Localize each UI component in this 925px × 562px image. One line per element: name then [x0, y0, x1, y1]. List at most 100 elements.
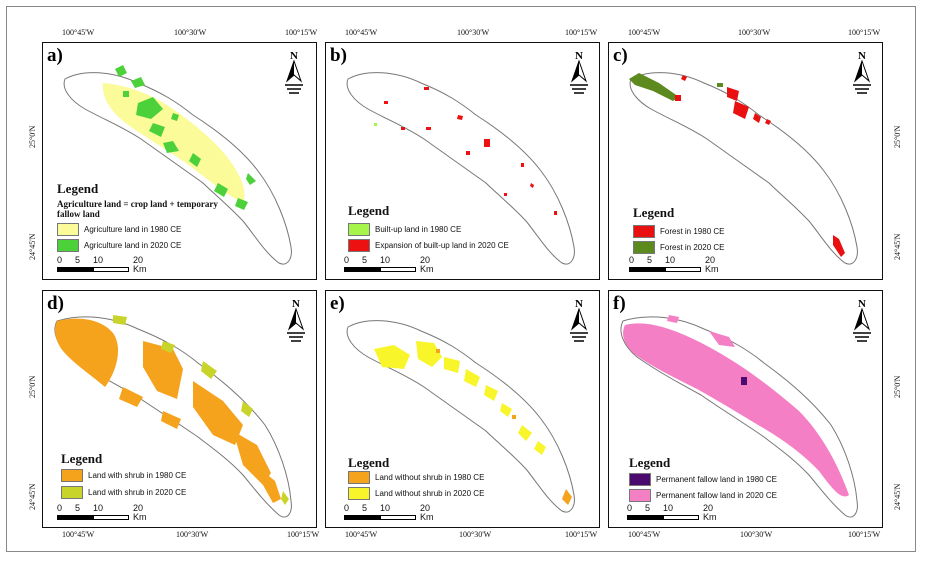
scale-bar-black	[57, 515, 93, 520]
north-label: N	[858, 50, 866, 62]
study-area-outline	[63, 72, 292, 265]
legend-label: Agriculture land in 2020 CE	[84, 241, 182, 250]
scale-bar-white	[380, 267, 416, 272]
scale-bar-white	[93, 515, 129, 520]
coord-bottom-e2: 100°30'W	[459, 530, 492, 539]
legend-label: Built-up land in 1980 CE	[375, 225, 462, 234]
legend-item-d-1980: Land with shrub in 1980 CE	[61, 469, 186, 482]
legend-title: Legend	[629, 455, 671, 470]
coord-top-a1: 100°45'W	[62, 28, 95, 37]
legend-label: Permanent fallow land in 2020 CE	[656, 491, 777, 500]
scale-bar-white	[663, 515, 699, 520]
coord-bottom-d1: 100°45'W	[62, 530, 95, 539]
scale-bar-white	[665, 267, 701, 272]
scale-bar-black	[629, 267, 665, 272]
coord-bottom-f3: 100°15'W	[848, 530, 881, 539]
panel-label: f)	[613, 293, 626, 314]
north-label: N	[292, 298, 300, 310]
panel-e-no-shrub: e) N Legend Land without shrub in 1980 C…	[325, 290, 600, 528]
legend-item-f-2020: Permanent fallow land in 2020 CE	[629, 489, 777, 502]
legend-swatch	[629, 489, 651, 502]
north-arrow-icon: N	[853, 298, 871, 342]
legend-title: Legend	[348, 455, 390, 470]
coord-top-c2: 100°30'W	[738, 28, 771, 37]
scale-0: 0	[57, 255, 63, 265]
coord-top-b3: 100°15'W	[565, 28, 598, 37]
scale-unit: Km	[705, 264, 719, 274]
legend-item-e-1980: Land without shrub in 1980 CE	[348, 471, 484, 484]
legend-item-b-2020: Expansion of built-up land in 2020 CE	[348, 239, 509, 252]
legend-swatch	[57, 223, 79, 236]
north-label: N	[858, 298, 866, 310]
legend-note: Agriculture land = crop land + temporary…	[57, 199, 218, 219]
study-area-outline	[629, 72, 858, 265]
panel-d-shrub: d) N Legend Land with shrub in 1980 CE L…	[42, 290, 317, 528]
coord-bottom-d3: 100°15'W	[287, 530, 320, 539]
coord-bottom-d2: 100°30'W	[176, 530, 209, 539]
north-label: N	[290, 50, 298, 62]
map-f	[620, 315, 858, 518]
legend-swatch	[57, 239, 79, 252]
coord-left-3: 25°0'N	[28, 375, 37, 398]
scale-5: 5	[75, 255, 81, 265]
scale-unit: Km	[420, 264, 434, 274]
scale-20: 20	[133, 255, 144, 265]
north-arrow-icon: N	[287, 298, 305, 342]
panel-a-agriculture: a) N Legend Agriculture land = crop land…	[42, 42, 317, 280]
scale-unit: Km	[420, 512, 434, 522]
legend-swatch	[633, 225, 655, 238]
panel-label: d)	[47, 293, 64, 314]
north-arrow-icon: N	[285, 50, 303, 94]
legend-item-a-2020: Agriculture land in 2020 CE	[57, 239, 181, 252]
north-arrow-icon: N	[570, 298, 588, 342]
coord-top-a2: 100°30'W	[174, 28, 207, 37]
study-area-outline	[346, 72, 575, 265]
legend-item-b-1980: Built-up land in 1980 CE	[348, 223, 461, 236]
coord-right-2: 24°45'N	[893, 233, 902, 260]
legend-title: Legend	[348, 203, 390, 218]
legend-label: Agriculture land in 1980 CE	[84, 225, 182, 234]
legend-label: Land without shrub in 2020 CE	[375, 489, 485, 498]
legend-item-f-1980: Permanent fallow land in 1980 CE	[629, 473, 777, 486]
map-a	[63, 65, 292, 265]
legend-swatch	[629, 473, 651, 486]
legend-label: Land with shrub in 2020 CE	[88, 488, 187, 497]
legend-title: Legend	[57, 181, 99, 196]
panel-f-fallow: f) N Legend Permanent fallow land in 198…	[608, 290, 883, 528]
legend-swatch	[61, 469, 83, 482]
map-d	[54, 315, 292, 518]
legend-label: Land without shrub in 1980 CE	[375, 473, 485, 482]
scale-10: 10	[93, 255, 104, 265]
legend-label: Land with shrub in 1980 CE	[88, 471, 187, 480]
map-b	[346, 72, 575, 265]
scale-unit: Km	[133, 264, 147, 274]
legend-swatch	[348, 223, 370, 236]
coord-bottom-f1: 100°45'W	[628, 530, 661, 539]
legend-swatch	[348, 487, 370, 500]
coord-left-4: 24°45'N	[28, 483, 37, 510]
figure-frame	[6, 6, 916, 552]
panel-label: a)	[47, 45, 63, 66]
panel-c-forest: c) N Legend Forest in 1980 CE Forest in …	[608, 42, 883, 280]
legend-swatch	[348, 239, 370, 252]
legend-swatch	[61, 486, 83, 499]
coord-bottom-f2: 100°30'W	[740, 530, 773, 539]
map-e	[346, 320, 575, 513]
legend-title: Legend	[61, 451, 103, 466]
coord-top-b2: 100°30'W	[457, 28, 490, 37]
legend-item-e-2020: Land without shrub in 2020 CE	[348, 487, 484, 500]
scale-unit: Km	[703, 512, 717, 522]
north-arrow-icon: N	[570, 50, 588, 94]
scale-bar-black	[344, 515, 380, 520]
legend-label: Permanent fallow land in 1980 CE	[656, 475, 777, 484]
legend-label: Forest in 2020 CE	[660, 243, 725, 252]
scale-bar-black	[627, 515, 663, 520]
panel-label: c)	[613, 45, 628, 66]
coord-top-c3: 100°15'W	[848, 28, 881, 37]
coord-top-c1: 100°45'W	[628, 28, 661, 37]
north-label: N	[575, 50, 583, 62]
legend-item-c-1980: Forest in 1980 CE	[633, 225, 724, 238]
scale-bar-black	[57, 267, 93, 272]
panel-b-builtup: b) N Legend Built-up land in 1980 CE Exp…	[325, 42, 600, 280]
panel-label: e)	[330, 293, 345, 314]
